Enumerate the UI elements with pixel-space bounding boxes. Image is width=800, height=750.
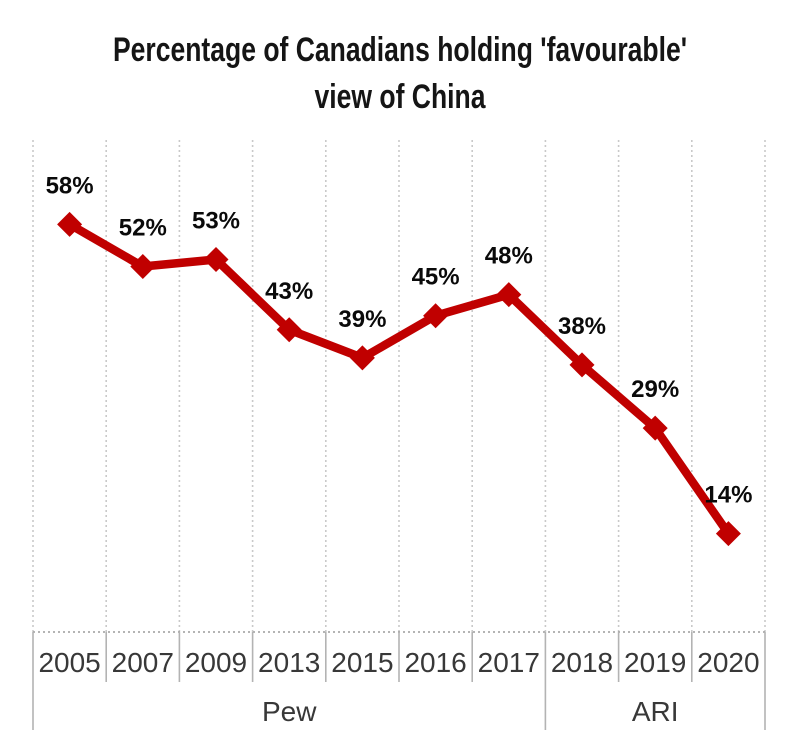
x-axis-year-label: 2007: [112, 647, 174, 678]
x-axis-year-label: 2015: [331, 647, 393, 678]
chart-title: Percentage of Canadians holding 'favoura…: [88, 27, 712, 121]
data-point-marker: [203, 246, 229, 272]
data-point-label: 39%: [338, 306, 386, 333]
data-point-label: 45%: [412, 264, 460, 291]
x-axis-year-label: 2017: [478, 647, 540, 678]
data-point-marker: [276, 317, 302, 343]
data-point-marker: [57, 211, 83, 237]
x-axis-year-label: 2009: [185, 647, 247, 678]
data-point-label: 58%: [46, 172, 94, 199]
data-point-label: 48%: [485, 243, 533, 270]
data-point-marker: [130, 254, 156, 280]
data-point-label: 14%: [704, 482, 752, 509]
x-axis-year-label: 2019: [624, 647, 686, 678]
data-point-marker: [423, 303, 449, 329]
data-point-marker: [715, 521, 741, 547]
data-point-marker: [349, 345, 375, 371]
data-point-label: 29%: [631, 376, 679, 403]
x-axis-group-label: Pew: [262, 696, 317, 727]
chart-title-line-2: view of China: [314, 78, 486, 116]
data-point-label: 43%: [265, 278, 313, 305]
data-point-label: 38%: [558, 313, 606, 340]
x-axis-year-label: 2005: [38, 647, 100, 678]
x-axis-year-label: 2013: [258, 647, 320, 678]
x-axis-group-label: ARI: [632, 696, 679, 727]
x-axis-year-label: 2016: [404, 647, 466, 678]
data-point-marker: [496, 282, 522, 308]
chart-title-line-1: Percentage of Canadians holding 'favoura…: [112, 31, 688, 69]
x-axis-year-label: 2020: [697, 647, 759, 678]
data-point-label: 52%: [119, 215, 167, 242]
data-point-label: 53%: [192, 207, 240, 234]
data-point-marker: [569, 352, 595, 378]
x-axis-year-label: 2018: [551, 647, 613, 678]
data-point-marker: [642, 415, 668, 441]
trend-line: [65, 220, 733, 538]
